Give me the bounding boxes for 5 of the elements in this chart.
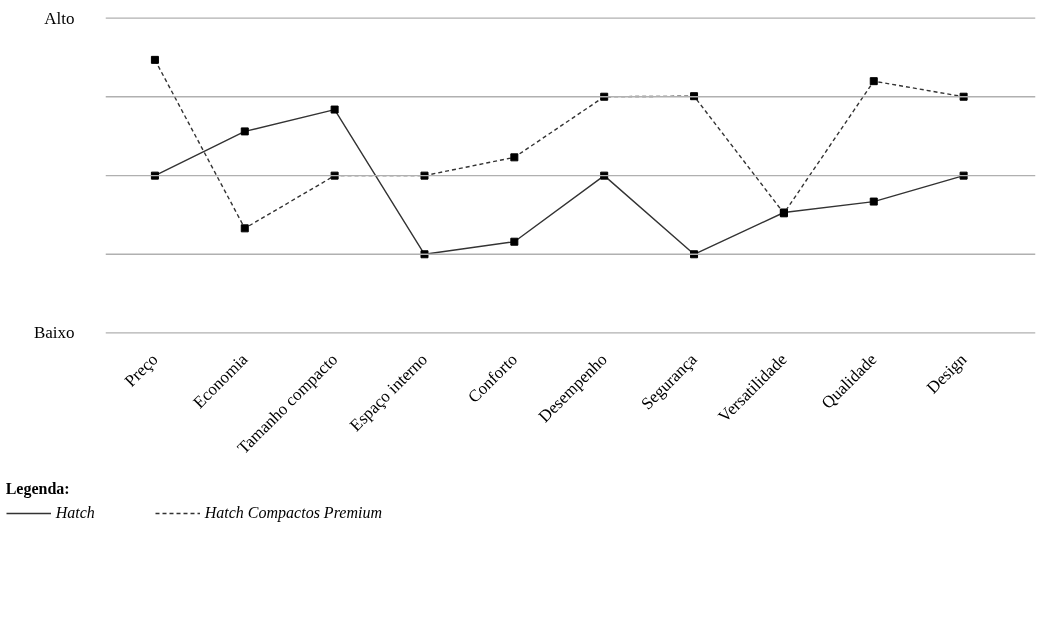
ref-line-label: Baixo bbox=[33, 323, 75, 343]
legend-label: Hatch Compactos Premium bbox=[204, 504, 382, 522]
ref-line-label: Alto bbox=[44, 8, 75, 28]
legend-label: Hatch bbox=[55, 504, 95, 522]
legend-title: Legenda: bbox=[5, 480, 71, 498]
